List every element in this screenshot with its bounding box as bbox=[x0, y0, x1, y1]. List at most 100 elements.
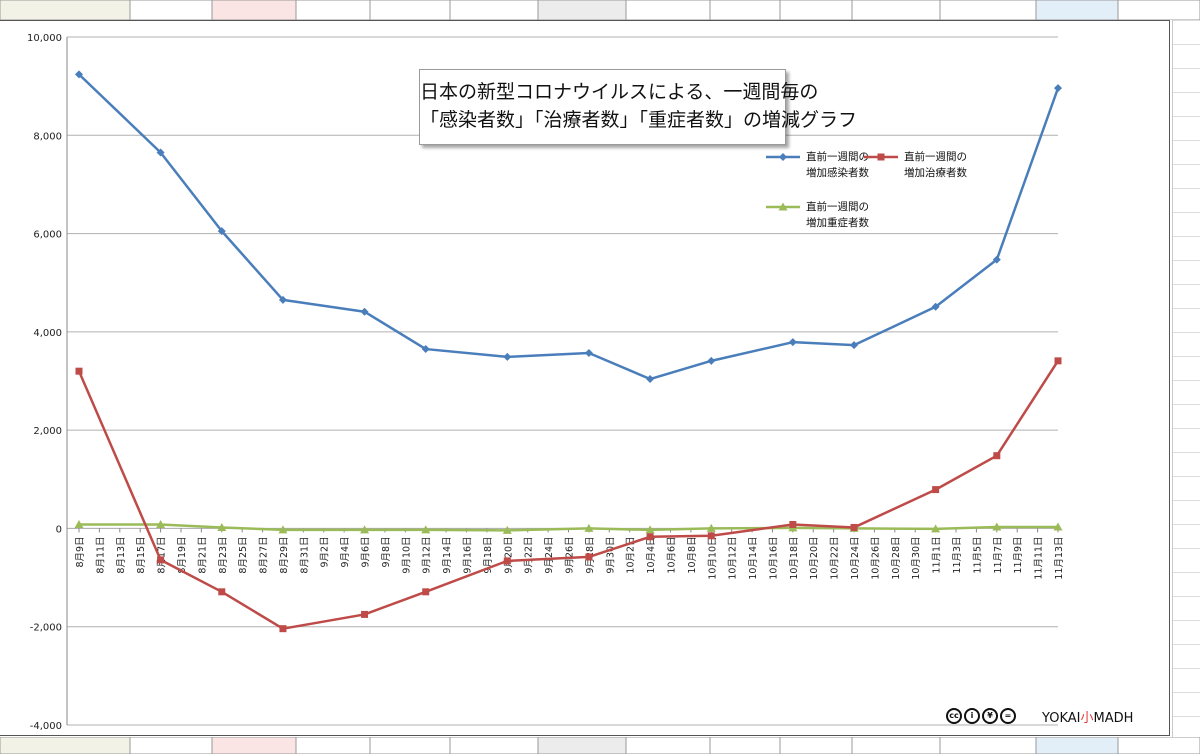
sheet-row-line bbox=[1173, 164, 1200, 165]
data-point bbox=[421, 525, 431, 534]
x-tick-label: 8月19日 bbox=[177, 536, 188, 573]
sheet-row-line bbox=[1173, 452, 1200, 453]
x-tick-label: 11月1日 bbox=[932, 536, 943, 573]
sheet-row-line bbox=[1173, 116, 1200, 117]
nc-icon: ¥ bbox=[982, 708, 998, 724]
x-tick-label: 9月4日 bbox=[340, 536, 351, 567]
sheet-row-line bbox=[1173, 260, 1200, 261]
data-point bbox=[850, 341, 859, 350]
x-tick-label: 8月17日 bbox=[157, 536, 168, 573]
data-point bbox=[931, 302, 940, 311]
nd-icon: = bbox=[1000, 708, 1016, 724]
legend-swatch-infected bbox=[766, 153, 800, 161]
spreadsheet-right-edge bbox=[1172, 20, 1200, 737]
x-tick-label: 10月16日 bbox=[768, 536, 779, 579]
sheet-cell bbox=[625, 737, 711, 754]
sheet-cell bbox=[211, 737, 297, 754]
x-tick-label: 10月12日 bbox=[728, 536, 739, 579]
data-point bbox=[75, 70, 83, 79]
data-point bbox=[278, 295, 287, 304]
data-point bbox=[278, 525, 288, 534]
data-point bbox=[217, 522, 227, 531]
sheet-row-line bbox=[1173, 668, 1200, 669]
sheet-row-line bbox=[1173, 140, 1200, 141]
data-point bbox=[360, 525, 370, 534]
sheet-row-line bbox=[1173, 236, 1200, 237]
x-tick-label: 8月13日 bbox=[116, 536, 127, 573]
sheet-cell bbox=[369, 737, 451, 754]
sheet-cell bbox=[851, 0, 941, 20]
license-logo: cc i ¥ = YOKAI小MADH bbox=[946, 704, 1133, 728]
x-tick-label: 9月16日 bbox=[463, 536, 474, 573]
x-tick-label: 9月10日 bbox=[401, 536, 412, 573]
sheet-row-line bbox=[1173, 356, 1200, 357]
x-tick-label: 8月31日 bbox=[299, 536, 310, 573]
sheet-row-line bbox=[1173, 692, 1200, 693]
data-point bbox=[707, 532, 715, 540]
sheet-row-line bbox=[1173, 284, 1200, 285]
y-tick-label: 0 bbox=[56, 524, 62, 535]
sheet-cell bbox=[939, 737, 1037, 754]
legend-label-recovered: 直前一週間の 増加治療者数 bbox=[904, 151, 967, 179]
sheet-cell bbox=[1035, 737, 1119, 754]
chart-frame: -4,000 -2,000 0 2,000 4,000 6,000 8,000 10,000 8… bbox=[0, 20, 1170, 736]
x-tick-label: 10月28日 bbox=[891, 536, 902, 579]
sheet-cell bbox=[939, 0, 1037, 20]
sheet-cell bbox=[537, 0, 627, 20]
data-point bbox=[993, 452, 1001, 460]
x-tick-label: 8月9日 bbox=[75, 536, 86, 567]
sheet-row-line bbox=[1173, 644, 1200, 645]
x-tick-label: 8月27日 bbox=[259, 536, 270, 573]
sheet-row-line bbox=[1173, 308, 1200, 309]
y-tick-label: 8,000 bbox=[33, 131, 62, 142]
data-point bbox=[706, 523, 716, 532]
sheet-row-line bbox=[1173, 212, 1200, 213]
data-point bbox=[157, 556, 165, 564]
data-point bbox=[646, 533, 654, 541]
legend-label-infected: 直前一週間の 増加感染者数 bbox=[806, 151, 869, 179]
sheet-cell bbox=[129, 737, 213, 754]
legend-label-severe: 直前一週間の 増加重症者数 bbox=[806, 201, 869, 229]
chart-title-line-1: 日本の新型コロナウイルスによる、一週間毎の bbox=[420, 81, 819, 103]
data-point bbox=[1053, 522, 1063, 531]
x-tick-label: 9月12日 bbox=[422, 536, 433, 573]
y-tick-label: 4,000 bbox=[33, 328, 62, 339]
data-point bbox=[421, 345, 430, 354]
data-point bbox=[217, 227, 226, 236]
x-tick-label: 10月20日 bbox=[809, 536, 820, 579]
sheet-cell bbox=[1117, 737, 1200, 754]
x-tick-label: 8月21日 bbox=[197, 536, 208, 573]
legend-marker bbox=[778, 202, 788, 211]
series-line-2 bbox=[79, 523, 1058, 532]
data-point bbox=[707, 356, 716, 365]
sheet-row-line bbox=[1173, 524, 1200, 525]
sheet-cell bbox=[1117, 0, 1200, 20]
sheet-cell bbox=[295, 737, 371, 754]
data-point bbox=[279, 625, 287, 633]
data-point bbox=[422, 588, 430, 596]
x-tick-label: 9月30日 bbox=[605, 536, 616, 573]
x-tick-label: 11月5日 bbox=[972, 536, 983, 573]
legend-swatch-recovered bbox=[864, 153, 898, 161]
x-tick-label: 11月11日 bbox=[1034, 536, 1045, 579]
brand-accent: 小 bbox=[1080, 710, 1094, 726]
legend-marker bbox=[877, 153, 885, 161]
x-tick-label: 9月22日 bbox=[524, 536, 535, 573]
spreadsheet-header-strip bbox=[0, 0, 1200, 20]
x-tick-label: 9月14日 bbox=[442, 536, 453, 573]
x-tick-label: 11月9日 bbox=[1013, 536, 1024, 573]
x-tick-label: 10月2日 bbox=[626, 536, 637, 573]
sheet-cell bbox=[449, 0, 539, 20]
data-point bbox=[850, 523, 858, 531]
x-tick-label: 9月26日 bbox=[565, 536, 576, 573]
y-tick-label: 10,000 bbox=[27, 33, 62, 44]
sheet-cell bbox=[1035, 0, 1119, 20]
sheet-row-line bbox=[1173, 620, 1200, 621]
sheet-cell bbox=[129, 0, 213, 20]
x-tick-label: 10月10日 bbox=[707, 536, 718, 579]
sheet-cell bbox=[0, 737, 131, 754]
x-tick-label: 8月23日 bbox=[218, 536, 229, 573]
x-tick-label: 9月8日 bbox=[381, 536, 392, 567]
x-tick-label: 10月4日 bbox=[646, 536, 657, 573]
data-point bbox=[503, 557, 511, 565]
